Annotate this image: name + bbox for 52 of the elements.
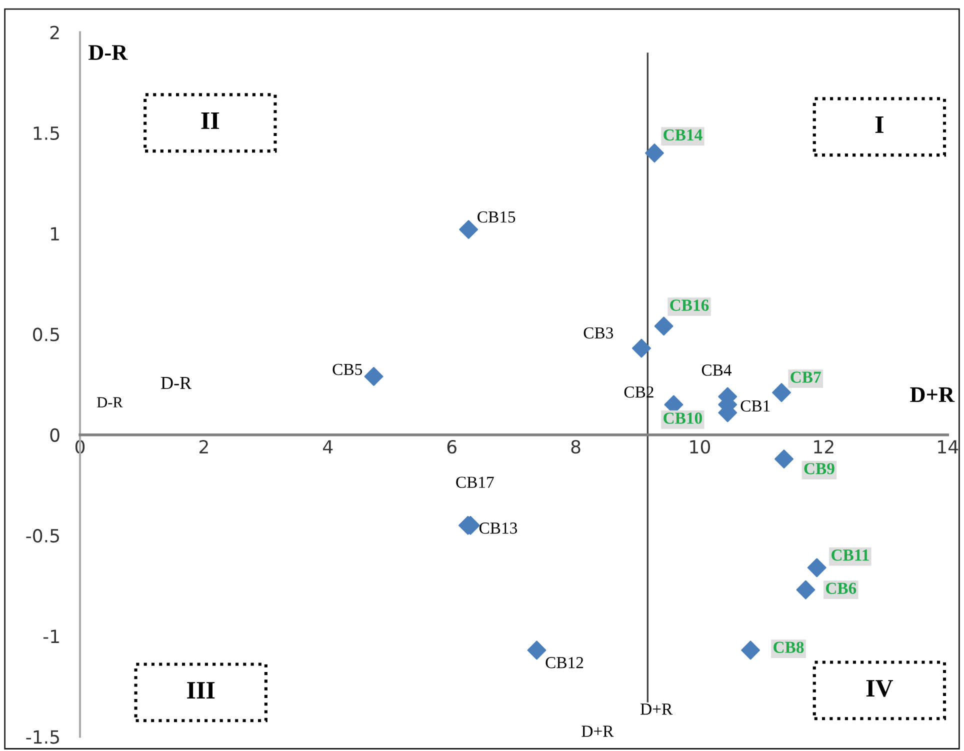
point — [807, 558, 826, 578]
x-tick-label: 8 — [571, 440, 580, 454]
data-label: CB12 — [546, 657, 584, 668]
data-label: CB13 — [479, 522, 518, 534]
data-label: CB16 — [670, 300, 709, 311]
x-tick-label: 10 — [690, 440, 710, 454]
point — [774, 450, 794, 468]
data-label: CB15 — [478, 211, 516, 223]
data-label: CB11 — [832, 550, 869, 561]
data-label: CB17 — [456, 476, 494, 488]
annotation: III — [187, 682, 215, 698]
annotation: I — [875, 116, 884, 133]
annotation: D+R — [582, 726, 614, 737]
data-label: CB14 — [664, 129, 702, 141]
x-tick-label: 14 — [938, 440, 958, 454]
y-tick-label: 0 — [50, 428, 60, 442]
point — [654, 316, 674, 336]
data-label: CB8 — [774, 642, 804, 653]
point — [796, 580, 816, 600]
x-tick-label: 12 — [814, 440, 834, 454]
x-tick-label: 6 — [447, 440, 456, 454]
annotation: D-R — [161, 377, 192, 389]
point — [772, 383, 792, 402]
point — [632, 338, 651, 358]
point — [741, 640, 760, 660]
annotation: IV — [866, 680, 894, 697]
data-label: CB4 — [702, 364, 732, 376]
data-label: CB10 — [664, 412, 702, 424]
point — [459, 220, 478, 240]
data-label: CB7 — [790, 372, 821, 383]
y-tick-label: 0.5 — [33, 328, 59, 342]
x-tick-label: 2 — [200, 440, 208, 454]
annotation: D+R — [910, 387, 955, 402]
y-tick-label: 1 — [51, 227, 59, 240]
annotation: D+R — [640, 704, 673, 715]
x-tick-label: 4 — [323, 440, 333, 454]
y-tick-label: -1.5 — [26, 730, 59, 744]
data-label: CB1 — [740, 400, 770, 412]
y-tick-label: 2 — [50, 26, 59, 40]
y-tick-label: -1 — [43, 630, 59, 643]
data-label: CB3 — [584, 327, 614, 339]
data-label: CB9 — [804, 463, 834, 474]
annotation: II — [201, 112, 220, 129]
data-label: CB6 — [826, 582, 856, 594]
data-label: CB5 — [332, 364, 362, 376]
point — [364, 366, 384, 386]
y-tick-label: 1.5 — [34, 126, 59, 140]
point — [645, 144, 664, 163]
y-tick-label: -0.5 — [26, 528, 59, 543]
point — [527, 640, 546, 660]
annotation: D-R — [88, 45, 128, 60]
annotation: D-R — [97, 397, 123, 408]
